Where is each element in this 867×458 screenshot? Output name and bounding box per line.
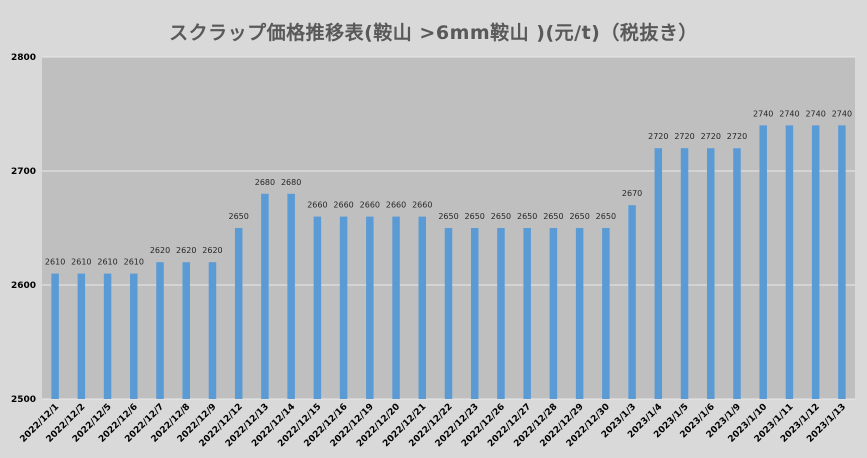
bar xyxy=(156,262,164,399)
bar xyxy=(602,228,610,399)
data-label: 2720 xyxy=(648,132,668,141)
data-label: 2620 xyxy=(150,246,170,255)
bar xyxy=(444,228,453,399)
data-label: 2660 xyxy=(412,201,432,210)
data-label: 2650 xyxy=(491,212,511,221)
y-tick-label: 2700 xyxy=(11,167,36,177)
data-label: 2740 xyxy=(805,109,825,118)
data-label: 2660 xyxy=(307,201,327,210)
data-label: 2650 xyxy=(543,212,563,221)
bar xyxy=(418,216,427,399)
bar xyxy=(366,216,374,399)
bars xyxy=(51,125,846,400)
bar xyxy=(182,262,190,399)
data-label: 2610 xyxy=(97,258,117,267)
data-label: 2650 xyxy=(569,212,589,221)
bar xyxy=(680,148,689,399)
data-label: 2680 xyxy=(255,178,275,187)
data-label: 2660 xyxy=(360,201,380,210)
data-label: 2740 xyxy=(779,109,799,118)
data-label: 2650 xyxy=(517,212,537,221)
data-label: 2670 xyxy=(622,189,642,198)
data-label: 2650 xyxy=(438,212,458,221)
bar xyxy=(77,273,86,399)
bar xyxy=(130,273,138,399)
data-label: 2680 xyxy=(281,178,301,187)
data-label: 2650 xyxy=(229,212,249,221)
data-label: 2720 xyxy=(727,132,747,141)
bar xyxy=(575,228,584,399)
y-axis-ticks: 2500 2600 2700 2800 xyxy=(11,53,36,405)
bar xyxy=(549,228,558,399)
data-labels: 2610 2610 2610 2610 2620 2620 2620 2650 2680 2680… xyxy=(45,109,852,266)
bar xyxy=(339,216,348,399)
data-label: 2660 xyxy=(386,201,406,210)
bar xyxy=(261,193,269,399)
data-label: 2650 xyxy=(596,212,616,221)
bar xyxy=(838,125,846,400)
data-label: 2620 xyxy=(176,246,196,255)
bar xyxy=(287,193,295,399)
bar xyxy=(470,228,479,399)
x-axis-ticks: 2022/12/12022/12/22022/12/52022/12/62022… xyxy=(19,402,848,449)
bar xyxy=(313,216,322,399)
bar xyxy=(733,148,741,399)
chart-title: スクラップ価格推移表(鞍山 >6mm鞍山 )(元/t)（税抜き） xyxy=(169,22,698,44)
bar xyxy=(759,125,767,400)
data-label: 2660 xyxy=(333,201,353,210)
bar xyxy=(707,148,715,399)
y-tick-label: 2500 xyxy=(11,395,36,405)
data-label: 2740 xyxy=(832,109,852,118)
bar xyxy=(811,125,820,400)
bar xyxy=(628,205,636,399)
bar xyxy=(51,273,59,399)
data-label: 2650 xyxy=(465,212,485,221)
bar xyxy=(234,228,243,399)
data-label: 2610 xyxy=(124,258,144,267)
bar xyxy=(208,262,217,399)
bar xyxy=(497,228,505,399)
data-label: 2610 xyxy=(71,258,91,267)
y-tick-label: 2600 xyxy=(11,281,36,291)
bar xyxy=(785,125,794,400)
data-label: 2610 xyxy=(45,258,65,267)
data-label: 2620 xyxy=(202,246,222,255)
bar xyxy=(523,228,531,399)
data-label: 2720 xyxy=(674,132,694,141)
bar xyxy=(654,148,663,399)
y-tick-label: 2800 xyxy=(11,53,36,63)
data-label: 2720 xyxy=(701,132,721,141)
bar xyxy=(392,216,400,399)
bar xyxy=(103,273,112,399)
data-label: 2740 xyxy=(753,109,773,118)
